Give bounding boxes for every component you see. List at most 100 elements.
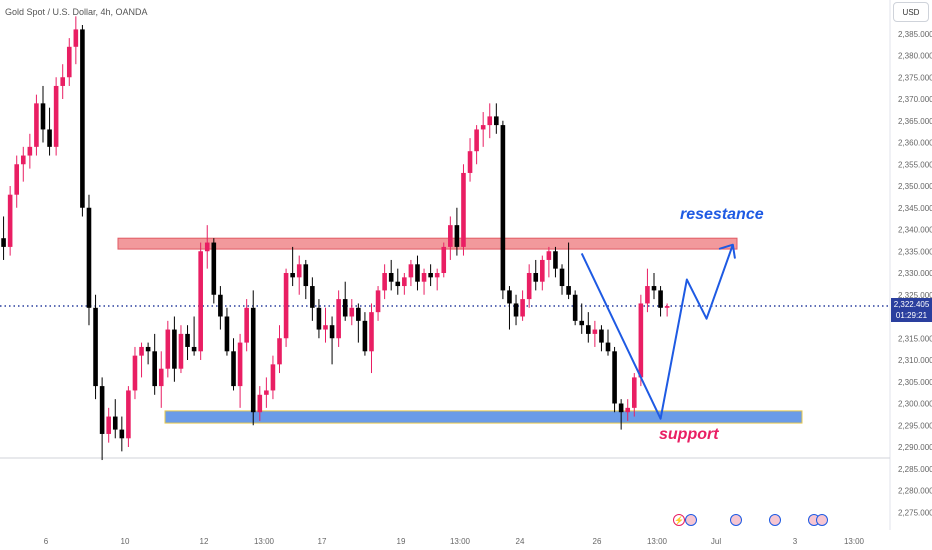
candle-body <box>421 273 427 282</box>
candle-body <box>618 403 624 413</box>
candle-body <box>402 277 407 287</box>
currency-button[interactable]: USD <box>893 2 929 22</box>
candle <box>382 264 387 300</box>
lightning-event-icon[interactable]: ⚡ <box>673 514 685 526</box>
candle <box>165 320 171 378</box>
candle-body <box>369 312 374 352</box>
candle-body <box>658 290 663 308</box>
candle <box>47 107 52 156</box>
candle-body <box>546 251 552 260</box>
candle-body <box>27 146 33 156</box>
bar-countdown: 01:29:21 <box>895 311 928 320</box>
candle-body <box>467 151 473 173</box>
candle-body <box>526 273 532 300</box>
candle-body <box>270 364 276 391</box>
candle-body <box>66 46 72 78</box>
candle <box>323 307 328 343</box>
us-flag-event-icon[interactable] <box>816 514 828 526</box>
candle-body <box>106 416 111 434</box>
candle-body <box>356 307 361 321</box>
x-tick-label: 24 <box>516 537 525 546</box>
us-flag-event-icon[interactable] <box>769 514 781 526</box>
candle <box>638 294 644 387</box>
us-flag-event-icon[interactable] <box>730 514 742 526</box>
candle-body <box>645 286 650 304</box>
candle-body <box>540 259 545 282</box>
candle <box>494 103 499 134</box>
y-tick-label: 2,305.000 <box>898 378 932 387</box>
x-tick-label: 13:00 <box>450 537 471 546</box>
candle <box>448 216 453 260</box>
candle-body <box>250 307 256 413</box>
candle <box>257 386 263 421</box>
candle <box>270 355 276 400</box>
x-tick-label: 19 <box>397 537 406 546</box>
candle-body <box>237 342 243 387</box>
candle-body <box>158 368 164 387</box>
candle-body <box>631 377 637 408</box>
candle-body <box>257 394 263 413</box>
x-tick-label: 12 <box>200 537 209 546</box>
candle <box>198 242 203 360</box>
candle-body <box>191 346 197 352</box>
candle-body <box>60 77 65 86</box>
candle <box>625 399 631 421</box>
candle-body <box>7 194 13 247</box>
candle <box>408 259 414 287</box>
candle <box>264 377 269 408</box>
candle-body <box>264 390 269 395</box>
candle <box>631 373 637 417</box>
us-flag-event-icon[interactable] <box>685 514 697 526</box>
candle <box>244 299 249 352</box>
candle-body <box>172 329 177 369</box>
candle-body <box>152 351 157 387</box>
candle <box>533 259 539 291</box>
axis-lines <box>0 0 891 530</box>
candle-body <box>145 346 151 352</box>
candles-layer <box>1 16 670 461</box>
candle <box>618 399 624 430</box>
y-tick-label: 2,335.000 <box>898 247 932 256</box>
candle <box>132 346 138 400</box>
candle <box>540 255 545 291</box>
candle-body <box>664 306 670 308</box>
candle-body <box>461 172 466 247</box>
candle-body <box>20 155 26 165</box>
candle-body <box>362 320 368 352</box>
x-tick-label: 17 <box>318 537 327 546</box>
candle <box>80 25 85 217</box>
candle <box>139 342 144 378</box>
candle <box>349 299 355 326</box>
candle-body <box>14 164 20 195</box>
candle <box>342 281 348 321</box>
candle-body <box>513 303 519 317</box>
candle-body <box>599 329 604 343</box>
candle-body <box>553 251 558 269</box>
candle-body <box>605 342 611 352</box>
candle-body <box>494 116 499 126</box>
candle-body <box>198 251 203 352</box>
candle-body <box>303 264 309 287</box>
candle-body <box>185 333 190 347</box>
candle-body <box>204 242 210 252</box>
y-tick-label: 2,385.000 <box>898 30 932 39</box>
candle <box>66 38 72 86</box>
candle <box>599 325 604 352</box>
candle <box>421 268 427 295</box>
candle-body <box>592 329 598 334</box>
candle-body <box>40 103 46 130</box>
candle <box>454 207 460 256</box>
candle-body <box>625 407 631 413</box>
x-tick-label: 13:00 <box>844 537 865 546</box>
candle <box>572 290 578 326</box>
candle-body <box>1 238 6 247</box>
y-tick-label: 2,355.000 <box>898 160 932 169</box>
candle-body <box>99 386 105 434</box>
y-tick-label: 2,375.000 <box>898 73 932 82</box>
candle <box>185 325 190 360</box>
y-tick-label: 2,300.000 <box>898 400 932 409</box>
y-tick-label: 2,325.000 <box>898 291 932 300</box>
candle-body <box>323 325 328 330</box>
candle <box>204 225 210 269</box>
